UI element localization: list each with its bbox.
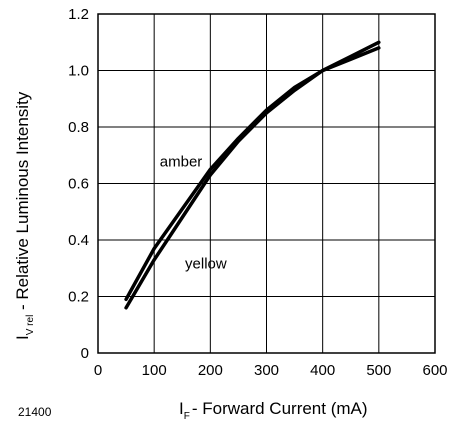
grid — [97, 13, 436, 354]
annotation-amber: amber — [160, 154, 203, 171]
figure-number: 21400 — [18, 405, 52, 419]
y-tick-label: 0.8 — [68, 119, 89, 136]
x-axis-title: IF - Forward Current (mA) — [179, 399, 368, 422]
y-tick-label: 0.6 — [68, 176, 89, 193]
series-line-amber — [124, 40, 381, 302]
y-tick-label: 1.0 — [68, 63, 89, 80]
y-axis-title-sub: V rel — [25, 315, 36, 336]
y-axis-title: IV rel - Relative Luminous Intensity — [13, 91, 36, 340]
annotation-yellow: yellow — [185, 255, 227, 272]
y-tick-label: 0.2 — [68, 289, 89, 306]
x-tick-labels: 0 100 200 300 400 500 600 — [94, 362, 448, 379]
y-tick-labels: 0 0.2 0.4 0.6 0.8 1.0 1.2 — [68, 6, 89, 362]
x-tick-label: 400 — [310, 362, 335, 379]
x-tick-label: 200 — [198, 362, 223, 379]
y-axis-title-main: I — [13, 335, 32, 340]
x-tick-label: 300 — [254, 362, 279, 379]
plot-frame — [97, 13, 436, 354]
y-tick-label: 0 — [81, 345, 89, 362]
x-tick-label: 500 — [366, 362, 391, 379]
series-line-yellow — [124, 46, 381, 310]
x-axis-title-main: I — [179, 399, 184, 418]
annotations: amber yellow — [160, 154, 227, 273]
y-tick-label: 0.4 — [68, 232, 89, 249]
y-axis-title-rest: - Relative Luminous Intensity — [13, 91, 32, 314]
y-tick-label: 1.2 — [68, 6, 89, 23]
x-axis-title-rest: - Forward Current (mA) — [192, 399, 368, 418]
x-tick-label: 100 — [142, 362, 167, 379]
x-tick-label: 0 — [94, 362, 102, 379]
curves — [124, 40, 381, 310]
x-axis-title-sub: F — [184, 411, 190, 422]
x-tick-label: 600 — [422, 362, 447, 379]
